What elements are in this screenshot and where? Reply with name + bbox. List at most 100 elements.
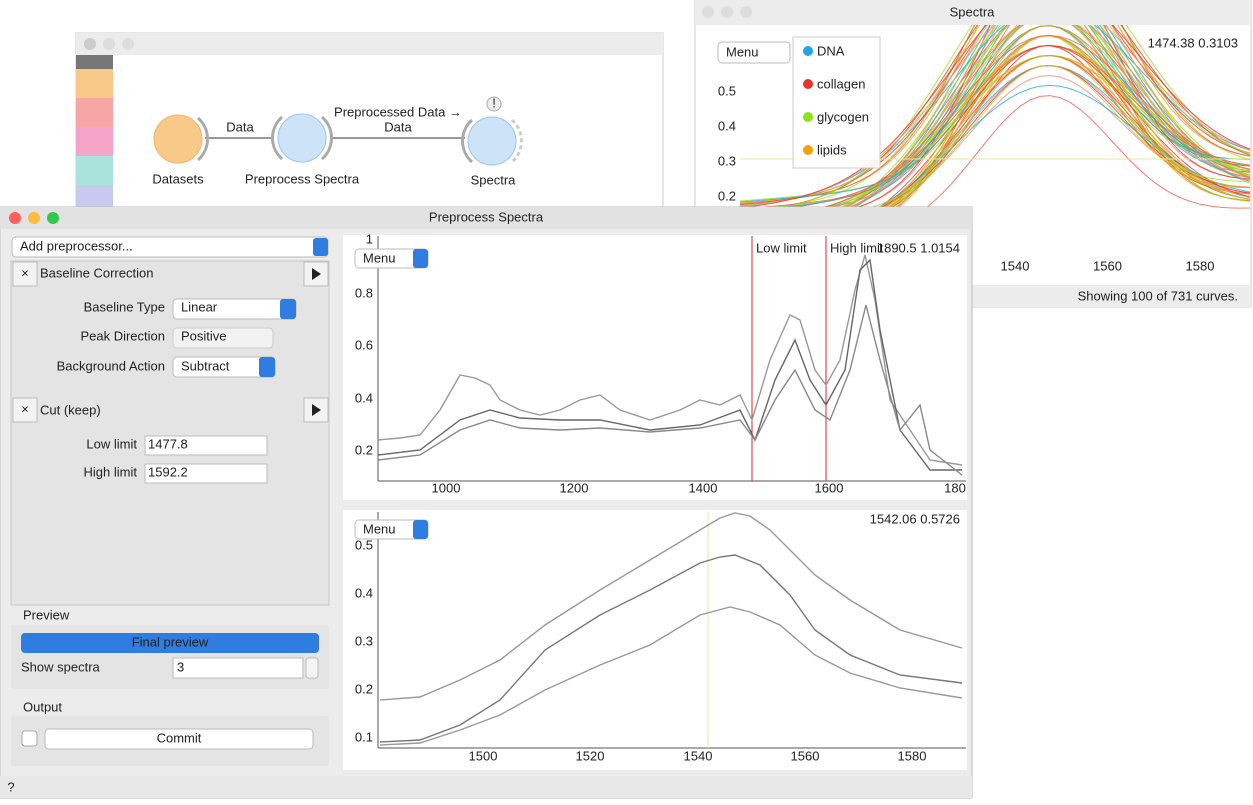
field-value: 1592.2 [148,464,188,479]
x-tick-label: 180 [944,480,966,495]
remove-icon: × [21,265,29,280]
window-minimize[interactable] [28,212,40,224]
low-limit-input[interactable] [144,435,268,456]
y-tick-label: 0.1 [355,729,373,744]
field-value: Linear [181,299,218,314]
dropdown-arrow [313,238,328,256]
legend-swatch [803,79,813,89]
spectrum-curve [378,304,963,476]
x-tick-label: 1560 [791,748,820,763]
tool-icon[interactable] [76,127,113,156]
field-value: 1477.8 [148,436,188,451]
y-tick-label: 0.4 [355,390,373,405]
field-value: Positive [181,328,227,343]
tool-icon[interactable] [76,69,113,98]
spectrum-curve [379,512,963,701]
field-value: Subtract [181,358,230,373]
window-button[interactable] [122,38,134,50]
show-spectra-input[interactable] [172,657,304,679]
coordinates: 1542.06 0.5726 [870,511,960,526]
x-tick-label: 1200 [560,480,589,495]
dropdown-label: Add preprocessor... [20,238,133,253]
field-label: Peak Direction [80,328,165,343]
link-label: Data [384,119,412,134]
window-button[interactable] [702,6,714,18]
window-title: Preprocess Spectra [429,209,544,224]
window-title: Spectra [950,4,996,19]
window-close[interactable] [9,212,21,224]
field-label: Baseline Type [84,299,165,314]
button-label: Commit [157,730,202,745]
remove-button[interactable] [12,397,38,423]
window-button[interactable] [740,6,752,18]
field-label: Show spectra [21,659,101,674]
field-label: Background Action [57,358,165,373]
x-tick-label: 1540 [684,748,713,763]
legend-swatch [803,46,813,56]
menu-label: Menu [363,250,396,265]
spectrum-curve [378,254,963,466]
spectrum-curve [739,25,1250,205]
x-tick-label: 1000 [432,480,461,495]
button-label: Final preview [132,634,209,649]
high-limit-input[interactable] [144,463,268,484]
node-label: Spectra [471,172,517,187]
node-label: Preprocess Spectra [245,171,360,186]
auto-commit-checkbox[interactable] [21,730,38,747]
node-preprocess[interactable] [277,113,327,163]
node-spectra[interactable] [467,116,517,166]
tool-icon[interactable] [76,156,113,185]
node-port [461,118,474,164]
limit-label: High limit [830,240,884,255]
menu-button[interactable] [717,41,791,64]
help-icon: ? [7,779,14,794]
y-tick-label: 0.6 [355,337,373,352]
x-tick-label: 1500 [469,748,498,763]
window-button[interactable] [84,38,96,50]
spectrum-curve [739,25,1250,212]
commit-button[interactable] [44,728,314,750]
window-button[interactable] [721,6,733,18]
final-preview-button[interactable] [21,633,319,653]
spectrum-curve [739,25,1250,203]
top-plot [343,235,967,500]
spinner[interactable] [305,657,319,679]
remove-button[interactable] [12,261,38,287]
node-datasets[interactable] [153,114,203,164]
warning-icon [486,96,502,112]
legend-label: lipids [817,142,847,157]
section-title: Baseline Correction [40,265,153,280]
x-tick-label: 1520 [576,748,605,763]
status-bar [0,776,972,798]
peak-direction [172,327,274,349]
y-tick-label: 0.4 [718,118,736,133]
y-tick-label: 0.5 [718,83,736,98]
toolbar-toggle[interactable] [76,55,113,69]
field-label: High limit [84,464,138,479]
spectrum-curve [739,25,1250,207]
coordinates: 1890.5 1.0154 [877,240,960,255]
y-tick-label: 1 [366,231,373,246]
dropdown-arrow [259,357,275,377]
window-zoom[interactable] [47,212,59,224]
title-bar [695,0,1251,25]
bottom-plot [343,510,967,770]
dropdown-arrow [413,249,428,268]
status-text: Showing 100 of 731 curves. [1078,288,1238,303]
tool-icon[interactable] [76,98,113,127]
legend-label: DNA [817,43,845,58]
field-value: 3 [177,659,184,674]
x-tick-label: 1600 [815,480,844,495]
menu-label: Menu [726,44,759,59]
y-tick-label: 0.2 [355,681,373,696]
x-tick-label: 1560 [1093,258,1122,273]
window-button[interactable] [103,38,115,50]
play-button[interactable] [303,261,329,287]
y-tick-label: 0.5 [355,537,373,552]
link-label: Data [226,119,254,134]
legend-label: glycogen [817,109,869,124]
y-tick-label: 0.4 [355,585,373,600]
group-title: Output [23,699,62,714]
